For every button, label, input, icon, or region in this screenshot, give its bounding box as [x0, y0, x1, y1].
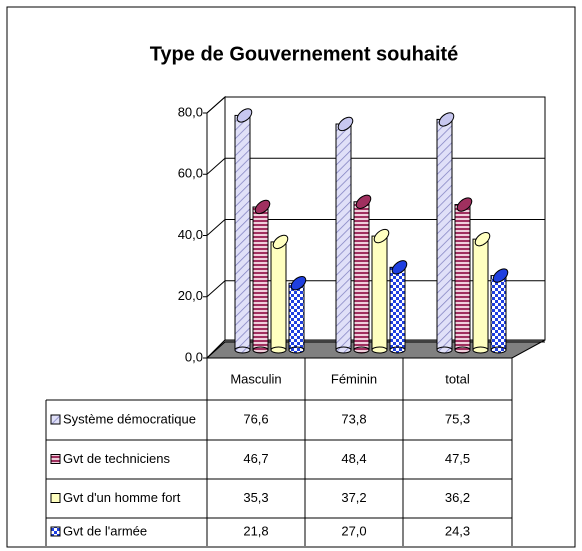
table-cell: 24,3: [445, 523, 470, 538]
bar-top: [391, 260, 408, 275]
grid-line: [206, 219, 226, 236]
y-tick-label: 40,0: [178, 227, 203, 242]
column-header: Féminin: [331, 371, 377, 386]
bar: [472, 238, 489, 351]
bar-bottom: [389, 346, 406, 354]
bar: [252, 206, 269, 351]
legend-swatch: [50, 526, 61, 537]
bar: [353, 201, 370, 351]
bar-bottom: [252, 346, 269, 354]
table-cell: 37,2: [341, 490, 366, 505]
bar-bottom: [371, 346, 388, 354]
y-tick-label: 0,0: [185, 349, 203, 364]
legend-swatch: [50, 493, 61, 503]
bar-top: [373, 228, 390, 244]
bar-bottom: [490, 346, 507, 354]
y-tick-label: 60,0: [178, 166, 203, 181]
bar-bottom: [472, 346, 489, 354]
legend-label: Gvt de l'armée: [63, 523, 147, 538]
bar-bottom: [335, 346, 352, 354]
bar: [389, 266, 406, 351]
bar-top: [456, 197, 473, 212]
bar: [371, 235, 388, 351]
bar-top: [290, 276, 307, 291]
legend-swatch: [50, 454, 61, 464]
bar-top: [492, 268, 509, 283]
column-header: total: [445, 371, 470, 386]
bar-top: [236, 108, 253, 123]
table-cell: 47,5: [445, 451, 470, 466]
bar-bottom: [436, 346, 453, 354]
legend-label: Système démocratique: [63, 411, 196, 426]
table-cell: 21,8: [243, 523, 268, 538]
bar: [270, 241, 287, 351]
chart-title: Type de Gouvernement souhaité: [150, 43, 459, 65]
bar-top: [337, 116, 354, 132]
bar: [335, 123, 352, 351]
bar-bottom: [353, 346, 370, 354]
grid-line: [206, 280, 226, 298]
bar-bottom: [234, 346, 251, 354]
y-tick-label: 80,0: [178, 104, 203, 119]
table-cell: 76,6: [243, 411, 268, 426]
grid-line: [206, 157, 226, 175]
grid-line: [206, 341, 226, 359]
bar-top: [474, 231, 491, 247]
table-cell: 46,7: [243, 451, 268, 466]
bar: [454, 204, 471, 351]
table-cell: 36,2: [445, 490, 470, 505]
table-cell: 73,8: [341, 411, 366, 426]
table-cell: 48,4: [341, 451, 366, 466]
bar: [436, 118, 453, 351]
bar-top: [355, 194, 372, 209]
bar: [490, 275, 507, 351]
grid-line: [206, 96, 226, 114]
bar: [234, 114, 251, 351]
bar-top: [438, 112, 455, 127]
column-header: Masculin: [230, 371, 281, 386]
table-cell: 75,3: [445, 411, 470, 426]
bar: [288, 282, 305, 351]
legend-label: Gvt d'un homme fort: [63, 490, 181, 505]
bar-top: [254, 199, 271, 215]
legend-swatch: [50, 414, 61, 425]
table-cell: 35,3: [243, 490, 268, 505]
bar-top: [272, 234, 289, 250]
table-cell: 27,0: [341, 523, 366, 538]
bar-bottom: [288, 346, 305, 354]
bar-bottom: [270, 346, 287, 354]
bar-bottom: [454, 346, 471, 354]
legend-label: Gvt de techniciens: [63, 451, 170, 466]
y-tick-label: 20,0: [178, 288, 203, 303]
